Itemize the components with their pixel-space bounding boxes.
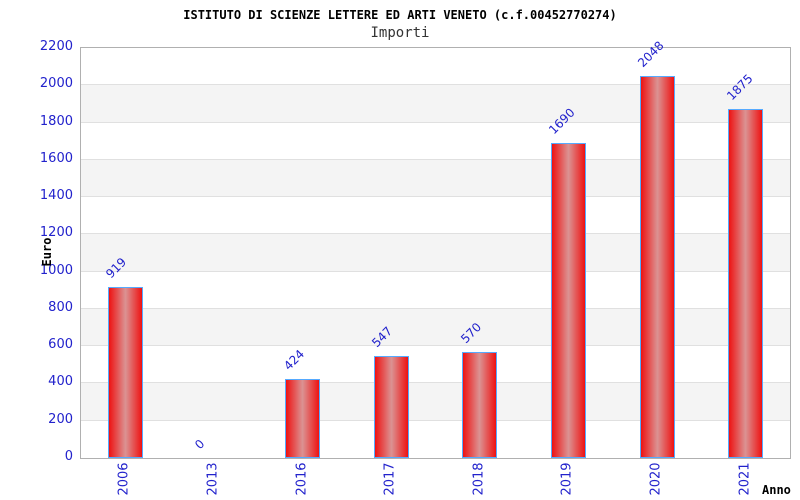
plot-band bbox=[81, 48, 790, 86]
bar-2016 bbox=[285, 378, 321, 458]
bar-2018 bbox=[462, 351, 498, 458]
gridline bbox=[81, 196, 790, 198]
y-tick-label: 0 bbox=[64, 449, 73, 464]
plot-band bbox=[81, 197, 790, 235]
x-tick-label-2021: 2021 bbox=[737, 462, 753, 496]
x-tick-label-2019: 2019 bbox=[559, 462, 575, 496]
bar-2017 bbox=[373, 356, 409, 458]
gridline bbox=[81, 419, 790, 421]
y-tick-label: 1200 bbox=[39, 225, 73, 241]
y-tick-label: 1400 bbox=[39, 188, 73, 204]
plot-band bbox=[81, 159, 790, 198]
y-tick-label: 800 bbox=[48, 299, 73, 315]
x-tick-label-2006: 2006 bbox=[116, 462, 132, 496]
gridline bbox=[81, 382, 790, 384]
gridline bbox=[81, 158, 790, 160]
plot-band bbox=[81, 271, 790, 309]
y-axis-title: Euro bbox=[40, 237, 54, 267]
gridline bbox=[81, 233, 790, 235]
y-tick-label: 2000 bbox=[39, 76, 73, 92]
y-tick-label: 1800 bbox=[39, 113, 73, 129]
y-tick-label: 200 bbox=[48, 411, 73, 427]
y-tick-label: 2200 bbox=[39, 39, 73, 54]
bar-2019 bbox=[550, 143, 586, 458]
gridline bbox=[81, 84, 790, 86]
plot-band bbox=[81, 85, 790, 123]
bar-2020 bbox=[639, 76, 675, 458]
plot-band bbox=[81, 383, 790, 421]
y-tick-label: 1600 bbox=[39, 150, 73, 166]
y-tick-label: 400 bbox=[48, 374, 73, 390]
x-axis-title: Anno bbox=[762, 483, 791, 497]
gridline bbox=[81, 307, 790, 309]
plot-band bbox=[81, 308, 790, 347]
bar-2006 bbox=[107, 286, 143, 458]
plot-band bbox=[81, 234, 790, 272]
x-tick-label-2020: 2020 bbox=[648, 462, 664, 496]
plot-band bbox=[81, 122, 790, 160]
gridline bbox=[81, 345, 790, 347]
gridline bbox=[81, 270, 790, 272]
x-tick-label-2017: 2017 bbox=[382, 462, 398, 496]
plot-band bbox=[81, 346, 790, 384]
plot-band bbox=[81, 420, 790, 458]
y-tick-label: 1000 bbox=[39, 262, 73, 278]
x-tick-label-2013: 2013 bbox=[205, 462, 221, 496]
plot-area: 919 0 424 547 570 1690 2048 1875 bbox=[80, 39, 791, 459]
chart-title: ISTITUTO DI SCIENZE LETTERE ED ARTI VENE… bbox=[183, 8, 617, 22]
x-tick-label-2016: 2016 bbox=[294, 462, 310, 496]
x-tick-label-2018: 2018 bbox=[471, 462, 487, 496]
gridline bbox=[81, 121, 790, 123]
bar-2021 bbox=[728, 108, 764, 458]
chart-subtitle: Importi bbox=[370, 25, 430, 41]
y-tick-label: 600 bbox=[48, 337, 73, 353]
